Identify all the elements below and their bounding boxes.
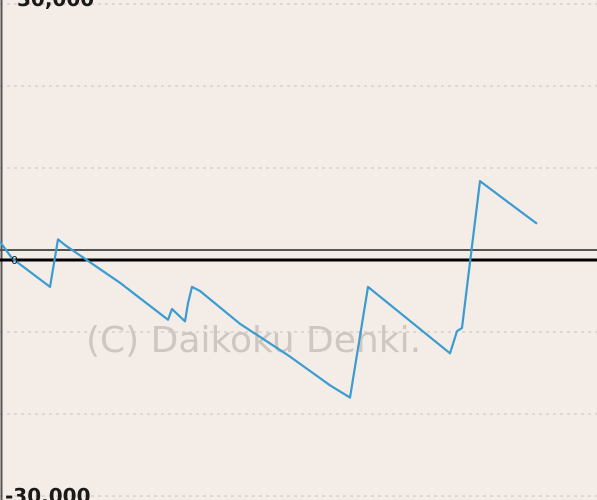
data-series-line	[0, 180, 538, 399]
y-tick-label-bottom: -30,000	[5, 484, 90, 500]
zero-label: 0	[11, 254, 18, 267]
grid-lines	[0, 3, 597, 497]
watermark-text: (C) Daikoku Denki.	[86, 320, 421, 361]
y-tick-label-top: 30,000	[17, 0, 94, 11]
